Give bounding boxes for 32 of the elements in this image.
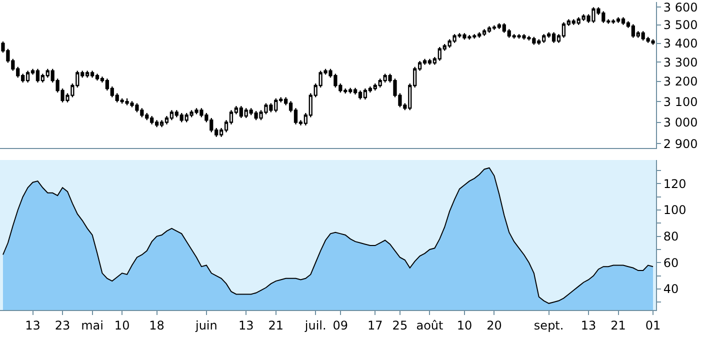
y-tick-label: 3 000 <box>663 115 698 130</box>
y-tick-label: 120 <box>663 176 686 191</box>
x-tick-label: 01 <box>645 318 661 332</box>
x-tick-label: 23 <box>54 318 70 332</box>
x-tick-label: juil. <box>304 318 326 332</box>
x-tick-label: 10 <box>114 318 130 332</box>
x-tick-label: 21 <box>268 318 284 332</box>
x-tick-label: 17 <box>368 318 383 332</box>
x-tick-label: 09 <box>332 318 348 332</box>
y-tick-label: 3 100 <box>663 94 698 109</box>
y-tick-label: 2 900 <box>663 136 698 151</box>
y-tick-label: 3 300 <box>663 55 698 70</box>
y-tick-label: 3 600 <box>663 0 698 14</box>
y-tick-label: 40 <box>663 282 679 296</box>
x-tick-label: 25 <box>392 318 408 332</box>
x-tick-label: 18 <box>149 318 164 332</box>
x-tick-label: 10 <box>456 318 472 332</box>
x-tick-label: août <box>416 318 444 332</box>
y-tick-label: 60 <box>663 256 679 270</box>
y-tick-label: 3 500 <box>663 18 698 32</box>
x-tick-label: 13 <box>580 318 596 332</box>
x-tick-label: 13 <box>238 318 254 332</box>
x-tick-label: 21 <box>610 318 626 332</box>
y-tick-label: 80 <box>663 230 679 244</box>
x-tick-label: mai <box>81 318 104 332</box>
y-tick-label: 3 200 <box>663 74 698 89</box>
x-tick-label: 13 <box>25 318 40 332</box>
y-tick-label: 100 <box>663 203 686 218</box>
y-tick-label: 3 400 <box>663 36 698 50</box>
x-tick-label: juin <box>194 318 218 332</box>
x-tick-label: 20 <box>486 318 502 332</box>
x-tick-label: sept. <box>534 318 564 332</box>
